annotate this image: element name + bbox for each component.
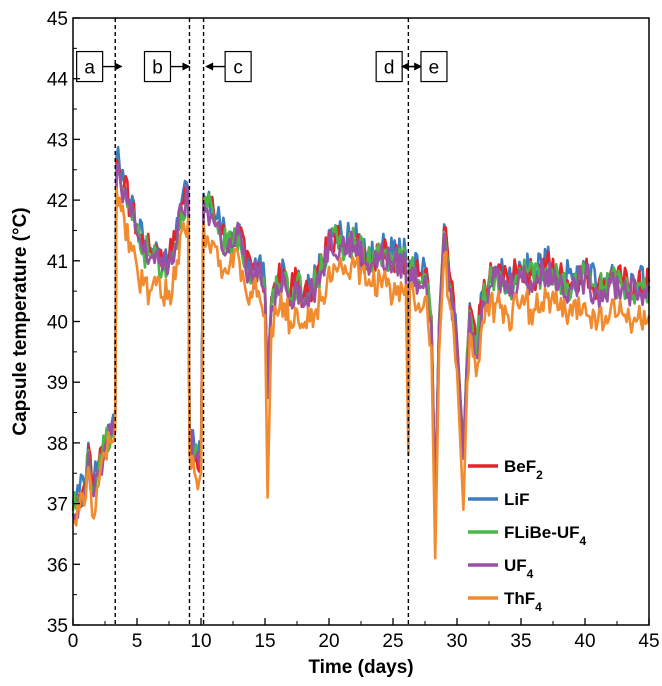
series-line-lif xyxy=(71,145,650,504)
y-tick-label: 38 xyxy=(47,434,68,455)
arrow-left-icon xyxy=(205,62,214,71)
phase-marker-b: b xyxy=(143,50,191,83)
legend-label: BeF2 xyxy=(504,457,543,482)
legend-item: FLiBe-UF4 xyxy=(468,523,587,548)
x-tick-label: 10 xyxy=(190,631,211,652)
arrow-left-icon xyxy=(400,62,409,71)
y-tick-label: 45 xyxy=(47,9,68,30)
x-tick-label: 45 xyxy=(638,631,659,652)
y-axis-title: Capsule temperature (°C) xyxy=(10,207,31,435)
phase-label: b xyxy=(152,58,163,79)
y-tick-label: 44 xyxy=(47,70,69,91)
y-tick-label: 43 xyxy=(47,130,68,151)
legend-label: LiF xyxy=(504,490,530,509)
series-line-thf4 xyxy=(72,186,651,560)
y-tick-label: 40 xyxy=(47,313,68,334)
series-line-uf4 xyxy=(71,162,651,522)
x-axis-title: Time (days) xyxy=(308,657,413,678)
y-tick-label: 39 xyxy=(47,373,68,394)
legend-item: ThF4 xyxy=(468,589,542,614)
legend-item: UF4 xyxy=(468,556,534,581)
legend-item: BeF2 xyxy=(468,457,543,482)
x-tick-label: 25 xyxy=(382,631,403,652)
legend-label: UF4 xyxy=(504,556,534,581)
y-tick-label: 37 xyxy=(47,495,68,516)
x-tick-label: 20 xyxy=(318,631,339,652)
x-tick-label: 30 xyxy=(446,631,467,652)
series-line-flibe-uf4 xyxy=(71,163,651,512)
y-tick-label: 42 xyxy=(47,191,68,212)
arrow-right-icon xyxy=(182,62,191,71)
phase-label: e xyxy=(429,58,440,79)
arrow-right-icon xyxy=(114,62,123,71)
phase-labels: a b c d e xyxy=(76,50,448,83)
axis-ticks: 0 5 10 15 20 25 30 35 40 45 35 36 37 38 39 40 41 42 43 44 45 xyxy=(47,9,660,652)
legend-label: ThF4 xyxy=(504,589,542,614)
phase-box xyxy=(224,50,252,83)
vertical-markers xyxy=(114,18,410,625)
phase-marker-a: a xyxy=(76,50,123,83)
phase-box xyxy=(143,50,172,83)
x-tick-label: 15 xyxy=(254,631,275,652)
series-layer xyxy=(71,145,651,560)
x-tick-label: 0 xyxy=(68,631,79,652)
x-tick-label: 5 xyxy=(132,631,143,652)
legend-label: FLiBe-UF4 xyxy=(504,523,587,548)
legend-item: LiF xyxy=(468,490,530,509)
y-tick-label: 35 xyxy=(47,616,68,637)
x-tick-label: 40 xyxy=(574,631,595,652)
phase-marker-c: c xyxy=(205,50,252,83)
legend: BeF2 LiF FLiBe-UF4 UF4 ThF4 xyxy=(468,457,587,614)
phase-box xyxy=(375,50,403,83)
phase-box xyxy=(420,50,448,83)
phase-label: d xyxy=(384,58,395,79)
phase-label: a xyxy=(84,58,95,79)
series-line-bef2 xyxy=(71,159,651,512)
x-tick-label: 35 xyxy=(510,631,531,652)
phase-label: c xyxy=(233,58,243,79)
y-tick-label: 41 xyxy=(47,252,68,273)
y-tick-label: 36 xyxy=(47,555,68,576)
phase-marker-e: e xyxy=(400,50,448,83)
